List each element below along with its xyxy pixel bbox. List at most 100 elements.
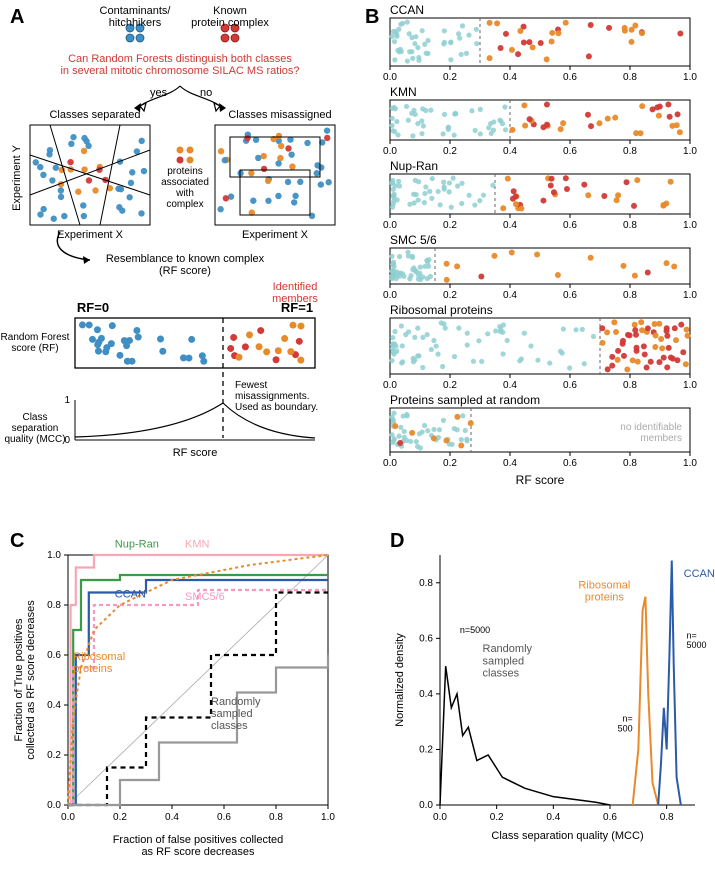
svg-text:CCAN: CCAN <box>684 568 715 580</box>
svg-text:0.6: 0.6 <box>217 812 231 823</box>
svg-text:CCAN: CCAN <box>390 3 424 17</box>
svg-text:1.0: 1.0 <box>683 220 697 231</box>
svg-text:0.2: 0.2 <box>443 290 457 301</box>
svg-text:0.6: 0.6 <box>563 220 577 231</box>
svg-text:0.4: 0.4 <box>165 812 179 823</box>
svg-text:Nup-Ran: Nup-Ran <box>115 539 159 551</box>
svg-text:0.0: 0.0 <box>383 458 397 469</box>
svg-text:RF=1: RF=1 <box>281 300 313 315</box>
svg-text:Class separation quality (MCC): Class separation quality (MCC) <box>491 830 643 842</box>
svg-text:0.0: 0.0 <box>383 146 397 157</box>
svg-text:SMC 5/6: SMC 5/6 <box>390 233 437 247</box>
svg-text:0.4: 0.4 <box>503 146 517 157</box>
svg-text:0.8: 0.8 <box>623 72 637 83</box>
svg-text:0.2: 0.2 <box>443 458 457 469</box>
svg-text:0.0: 0.0 <box>383 220 397 231</box>
svg-text:0.6: 0.6 <box>47 650 61 661</box>
svg-text:Classes separated: Classes separated <box>49 109 140 121</box>
svg-text:Contaminants/hitchhikers: Contaminants/hitchhikers <box>100 5 172 29</box>
svg-text:0.8: 0.8 <box>623 146 637 157</box>
svg-text:SMC5/6: SMC5/6 <box>185 591 225 603</box>
panel-c: 0.00.0 0.2 0.2 0.4 0.4 0.6 0.6 0.8 0.8 1.0 1.0 KMN N… <box>0 535 370 875</box>
svg-text:RF score: RF score <box>173 447 218 459</box>
svg-text:Classes misassigned: Classes misassigned <box>228 109 331 121</box>
svg-text:Fraction of True positivescoll: Fraction of True positivescollected as R… <box>13 600 37 760</box>
svg-text:1.0: 1.0 <box>683 146 697 157</box>
svg-text:0.2: 0.2 <box>47 750 61 761</box>
svg-text:0.4: 0.4 <box>546 812 560 823</box>
svg-text:Experiment X: Experiment X <box>57 229 124 241</box>
svg-text:0.8: 0.8 <box>47 600 61 611</box>
svg-text:Random Forestscore (RF): Random Forestscore (RF) <box>1 332 70 354</box>
svg-text:1.0: 1.0 <box>683 458 697 469</box>
svg-text:0.8: 0.8 <box>269 812 283 823</box>
svg-text:Randomlysampledclasses: Randomlysampledclasses <box>211 696 261 732</box>
panel-b: CCAN 0.0 0.2 0.4 0.6 0.8 1.0 KMN 0.0 0.2 0.4 0.6 0.8… <box>370 0 715 520</box>
svg-text:Experiment Y: Experiment Y <box>11 144 23 210</box>
svg-text:0.4: 0.4 <box>503 220 517 231</box>
svg-text:n=5000: n=5000 <box>460 625 490 635</box>
svg-text:0.0: 0.0 <box>383 72 397 83</box>
svg-text:0.4: 0.4 <box>419 689 433 700</box>
svg-text:0.2: 0.2 <box>490 812 504 823</box>
svg-text:KMN: KMN <box>185 539 210 551</box>
svg-text:0.2: 0.2 <box>419 744 433 755</box>
svg-text:no identifiablemembers: no identifiablemembers <box>620 422 682 444</box>
svg-text:0.6: 0.6 <box>563 458 577 469</box>
svg-text:0.8: 0.8 <box>660 812 674 823</box>
svg-text:1.0: 1.0 <box>683 290 697 301</box>
svg-text:0.6: 0.6 <box>603 812 617 823</box>
svg-text:1.0: 1.0 <box>47 550 61 561</box>
svg-text:0.4: 0.4 <box>47 700 61 711</box>
svg-text:0.6: 0.6 <box>563 290 577 301</box>
svg-text:0.6: 0.6 <box>563 146 577 157</box>
svg-text:0.6: 0.6 <box>563 380 577 391</box>
svg-text:0.2: 0.2 <box>443 72 457 83</box>
svg-text:Randomlysampledclasses: Randomlysampledclasses <box>483 643 533 679</box>
svg-text:0.8: 0.8 <box>623 380 637 391</box>
svg-text:0.0: 0.0 <box>47 800 61 811</box>
svg-text:RF=0: RF=0 <box>77 300 109 315</box>
svg-text:0.4: 0.4 <box>503 72 517 83</box>
svg-text:0.4: 0.4 <box>503 458 517 469</box>
svg-text:n=5000: n=5000 <box>687 630 707 650</box>
svg-text:0.4: 0.4 <box>503 290 517 301</box>
svg-text:proteinsassociatedwithcomplex: proteinsassociatedwithcomplex <box>161 166 209 210</box>
svg-text:no: no <box>200 87 212 99</box>
svg-text:Ribosomal proteins: Ribosomal proteins <box>390 303 493 317</box>
svg-text:Knownprotein complex: Knownprotein complex <box>191 5 269 29</box>
svg-text:1: 1 <box>64 395 70 406</box>
svg-text:0.4: 0.4 <box>503 380 517 391</box>
svg-text:0.2: 0.2 <box>443 146 457 157</box>
svg-text:0.0: 0.0 <box>61 812 75 823</box>
svg-text:Ribosomalproteins: Ribosomalproteins <box>73 651 125 675</box>
panel-d: 0.0 0.2 0.4 0.6 0.8 0.0 0.2 0.4 0.6 0.8 Randomlysa… <box>385 535 715 875</box>
svg-text:n=500: n=500 <box>618 714 633 734</box>
svg-text:1.0: 1.0 <box>321 812 335 823</box>
svg-text:Nup-Ran: Nup-Ran <box>390 159 438 173</box>
svg-text:0.8: 0.8 <box>419 578 433 589</box>
svg-text:Classseparationquality (MCC): Classseparationquality (MCC) <box>4 412 65 445</box>
svg-text:1.0: 1.0 <box>683 380 697 391</box>
svg-text:yes: yes <box>150 87 168 99</box>
svg-text:0.6: 0.6 <box>419 633 433 644</box>
svg-text:0.2: 0.2 <box>113 812 127 823</box>
svg-text:Fewestmisassignments.Used as b: Fewestmisassignments.Used as boundary. <box>235 380 318 413</box>
svg-text:0.2: 0.2 <box>443 380 457 391</box>
svg-text:CCAN: CCAN <box>115 589 146 601</box>
svg-text:0.0: 0.0 <box>433 812 447 823</box>
svg-text:0.0: 0.0 <box>383 380 397 391</box>
svg-text:Fraction of false positives co: Fraction of false positives collectedas … <box>113 834 284 858</box>
svg-text:0.0: 0.0 <box>419 800 433 811</box>
svg-text:0.8: 0.8 <box>623 290 637 301</box>
svg-text:0.8: 0.8 <box>623 220 637 231</box>
panel-a: Contaminants/hitchhikers Knownprotein com… <box>0 0 360 520</box>
svg-text:KMN: KMN <box>390 85 417 99</box>
svg-text:0.6: 0.6 <box>563 72 577 83</box>
svg-text:0.2: 0.2 <box>443 220 457 231</box>
svg-text:Experiment X: Experiment X <box>242 229 309 241</box>
svg-text:1.0: 1.0 <box>683 72 697 83</box>
svg-text:Resemblance to known complex(R: Resemblance to known complex(RF score) <box>106 253 265 277</box>
svg-text:RF score: RF score <box>516 473 565 487</box>
svg-text:Proteins sampled at random: Proteins sampled at random <box>390 393 540 407</box>
